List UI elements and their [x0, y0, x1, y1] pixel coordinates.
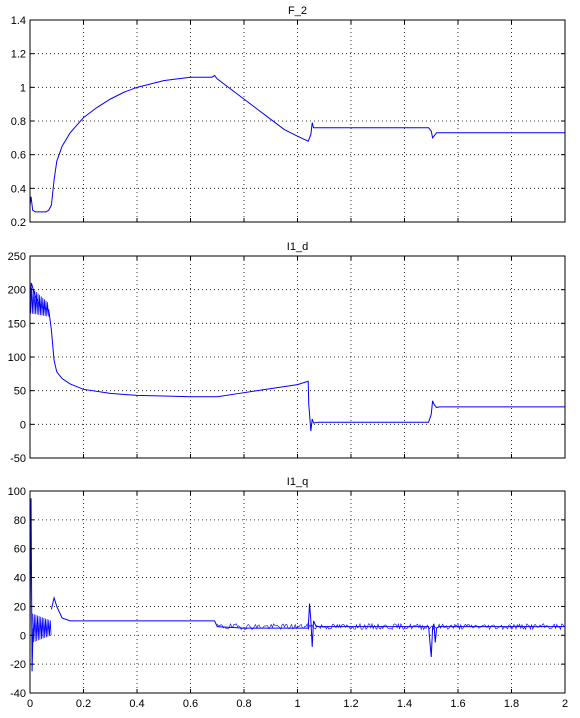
x-tick-label: 0.2 [76, 698, 91, 710]
y-tick-label: 20 [14, 601, 26, 613]
series-line-1 [50, 595, 565, 657]
subplot-1: 0.2 0.4 0.6 0.8 1 1.2 1.4 F_2 [11, 5, 566, 229]
noise-band [217, 622, 565, 631]
x-tick-label: 2 [562, 698, 568, 710]
x-tick-label: 1.2 [343, 698, 358, 710]
x-tick-label: 0 [27, 698, 33, 710]
x-tick-label: 1.8 [504, 698, 519, 710]
data-layer [30, 74, 565, 213]
y-tick-label: 0.8 [11, 116, 26, 128]
subplot-title: I1_q [287, 476, 308, 488]
initial-spike [30, 498, 34, 672]
subplot-2: -50 0 50 100 150 200 250 I1_d [8, 241, 566, 465]
x-tick-label: 0.6 [183, 698, 198, 710]
series-line-1 [30, 282, 565, 432]
y-tick-label: -20 [10, 659, 26, 671]
y-tick-label: 100 [8, 352, 26, 364]
subplot-3: 0 0.2 0.4 0.6 0.8 1 1.2 1.4 1.6 1.8 2 -40 -20 0 20 40 60… [8, 476, 568, 710]
y-tick-label: 1 [20, 82, 26, 94]
y-tick-label: 1.2 [11, 49, 26, 61]
y-tick-label: 200 [8, 285, 26, 297]
y-tick-label: 0 [20, 630, 26, 642]
y-tick-label: -40 [10, 688, 26, 700]
y-tick-label: 40 [14, 573, 26, 585]
x-tick-label: 1.6 [450, 698, 465, 710]
subplot-title: I1_d [287, 241, 308, 253]
y-tick-label: 0.6 [11, 150, 26, 162]
y-tick-label: 250 [8, 251, 26, 263]
y-tick-label: 50 [14, 386, 26, 398]
y-tick-label: 0 [20, 419, 26, 431]
y-tick-label: 0.4 [11, 183, 26, 195]
x-tick-label: 0.8 [236, 698, 251, 710]
oscillation-band [32, 613, 52, 643]
series-line-1 [30, 74, 565, 213]
data-layer [30, 282, 565, 432]
y-tick-label: 150 [8, 318, 26, 330]
y-tick-label: 60 [14, 544, 26, 556]
oscillation-band [30, 286, 49, 317]
y-tick-label: -50 [10, 453, 26, 465]
y-tick-label: 100 [8, 486, 26, 498]
x-tick-label: 1 [294, 698, 300, 710]
subplot-title: F_2 [288, 5, 307, 17]
data-layer [30, 498, 565, 672]
y-tick-label: 80 [14, 515, 26, 527]
y-tick-label: 1.4 [11, 15, 26, 27]
x-tick-label: 1.4 [397, 698, 412, 710]
x-tick-label: 0.4 [129, 698, 144, 710]
y-tick-label: 0.2 [11, 217, 26, 229]
